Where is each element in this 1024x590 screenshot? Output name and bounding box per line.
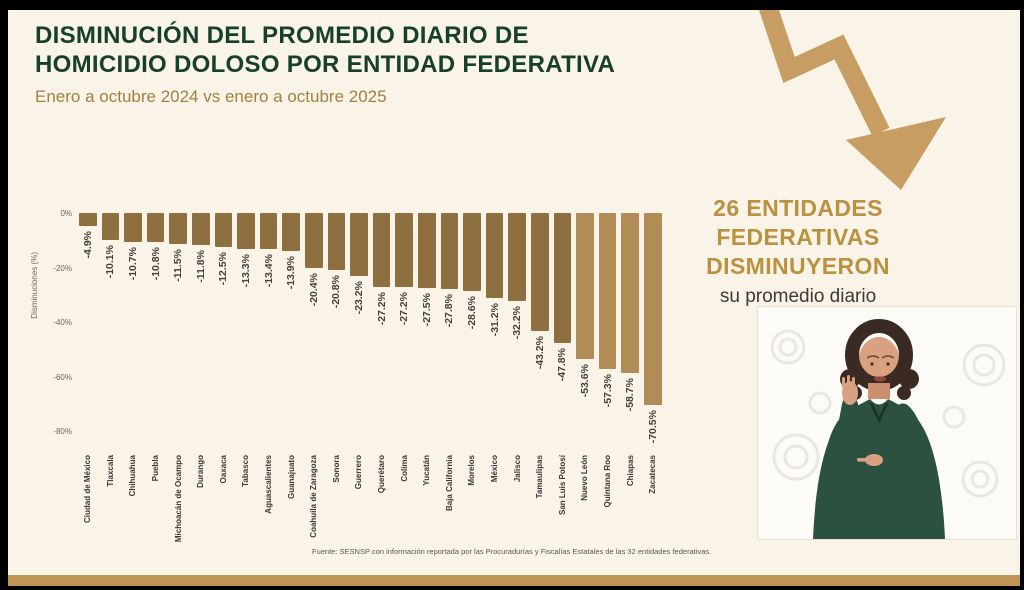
- y-tick-label: -20%: [53, 263, 72, 273]
- state-label: Ciudad de México: [83, 455, 93, 524]
- bar-value-label: -27.2%: [398, 291, 411, 326]
- interpreter-card: [757, 306, 1017, 540]
- bar-value-label: -10.7%: [126, 247, 139, 281]
- bar-value-label: -11.5%: [172, 249, 185, 282]
- bar-value-label: -32.2%: [511, 305, 524, 339]
- bar-value-label: -20.4%: [307, 273, 320, 307]
- bar: [305, 213, 323, 269]
- bar: [192, 213, 210, 246]
- bar: [598, 213, 617, 369]
- state-label: Tamaulipas: [535, 455, 545, 499]
- state-label: San Luis Potosí: [557, 455, 567, 516]
- bar: [576, 213, 594, 359]
- callout-line3: DISMINUYERON: [706, 253, 890, 279]
- y-tick-label: -80%: [53, 427, 72, 436]
- state-label: Morelos: [467, 455, 477, 486]
- bar: [79, 213, 97, 227]
- state-label: Yucatán: [422, 455, 432, 486]
- bar: [395, 213, 413, 287]
- bar-value-label: -20.8%: [330, 274, 343, 308]
- state-label: Tabasco: [241, 455, 251, 487]
- bar-value-label: -13.4%: [262, 254, 275, 288]
- state-label: Quintana Roo: [603, 455, 613, 508]
- bar-value-label: -23.2%: [352, 281, 365, 315]
- bar: [169, 213, 187, 245]
- bar: [124, 213, 142, 243]
- bar-value-label: -4.9%: [81, 231, 94, 259]
- state-label: Coahuila de Zaragoza: [309, 455, 319, 538]
- bar-value-label: -10.1%: [104, 245, 117, 279]
- state-label: Chihuahua: [128, 455, 138, 497]
- bar: [214, 213, 233, 247]
- y-tick-label: 0%: [60, 209, 72, 218]
- sign-language-interpreter-illustration: [758, 307, 1016, 539]
- state-label: Sonora: [331, 455, 341, 483]
- state-label: Querétaro: [377, 455, 387, 494]
- state-label: Puebla: [151, 455, 161, 482]
- state-label: Zacatecas: [648, 455, 658, 494]
- state-label: Durango: [196, 455, 206, 488]
- page-title-line2: HOMICIDIO DOLOSO POR ENTIDAD FEDERATIVA: [35, 51, 616, 78]
- callout-subtext: su promedio diario: [719, 286, 877, 307]
- bar-value-label: -57.3%: [601, 373, 614, 408]
- callout: 26 ENTIDADES FEDERATIVAS DISMINUYERON su…: [698, 194, 898, 308]
- callout-line1: 26 ENTIDADES: [713, 195, 883, 221]
- bar: [644, 213, 662, 405]
- state-label: Aguascalientes: [264, 455, 274, 514]
- bar: [440, 213, 459, 289]
- bar-value-label: -27.2%: [375, 291, 388, 326]
- bar-value-label: -27.5%: [420, 292, 433, 327]
- state-label: Guerrero: [354, 455, 364, 490]
- state-label: Chiapas: [625, 455, 635, 487]
- state-label: Baja California: [444, 455, 454, 512]
- bar-value-label: -47.8%: [556, 348, 569, 382]
- bar: [237, 213, 255, 250]
- bar-value-label: -53.6%: [578, 363, 591, 398]
- y-tick-label: -40%: [53, 318, 72, 327]
- callout-line2: FEDERATIVAS: [716, 224, 880, 250]
- header: DISMINUCIÓN DEL PROMEDIO DIARIO DE HOMIC…: [35, 21, 715, 107]
- bar-value-label: -10.8%: [149, 247, 162, 281]
- bar: [508, 213, 526, 301]
- bar: [259, 213, 278, 250]
- bar: [418, 213, 436, 288]
- bar: [372, 213, 391, 287]
- state-label: México: [490, 455, 500, 483]
- state-label: Colima: [399, 455, 409, 482]
- bar-value-label: -12.5%: [217, 252, 230, 286]
- source-note: Fuente: SESNSP con información reportada…: [312, 547, 712, 556]
- bar: [146, 213, 165, 243]
- subtitle: Enero a octubre 2024 vs enero a octubre …: [35, 87, 387, 106]
- bar: [327, 213, 346, 270]
- bar-value-label: -70.5%: [646, 409, 659, 444]
- bar: [463, 213, 481, 291]
- bar: [485, 213, 504, 298]
- bar-value-label: -13.3%: [239, 254, 252, 288]
- bar-value-label: -28.6%: [465, 295, 478, 330]
- state-label: Michoacán de Ocampo: [173, 455, 183, 543]
- state-label: Guanajuato: [286, 455, 296, 500]
- bar-value-label: -43.2%: [533, 335, 546, 369]
- bar: [101, 213, 120, 241]
- state-label: Jalisco: [512, 455, 522, 483]
- bar: [282, 213, 300, 251]
- bar-value-label: -13.9%: [285, 255, 298, 290]
- state-label: Nuevo León: [580, 455, 590, 501]
- page-title-line1: DISMINUCIÓN DEL PROMEDIO DIARIO DE: [35, 22, 529, 49]
- y-axis-label: Disminuciones (%): [30, 252, 39, 319]
- bar: [553, 213, 572, 344]
- bar-value-label: -58.7%: [624, 377, 637, 411]
- bar: [350, 213, 368, 277]
- gold-strip: [8, 575, 1020, 586]
- downward-trend-arrow-icon: [740, 0, 975, 195]
- state-label: Oaxaca: [218, 455, 228, 484]
- y-tick-label: -60%: [53, 372, 72, 382]
- state-label: Tlaxcala: [105, 455, 115, 487]
- bar: [621, 213, 639, 373]
- bar-value-label: -11.8%: [194, 250, 207, 283]
- bar: [531, 213, 549, 331]
- bar-value-label: -31.2%: [488, 302, 501, 337]
- bar-value-label: -27.8%: [443, 293, 456, 327]
